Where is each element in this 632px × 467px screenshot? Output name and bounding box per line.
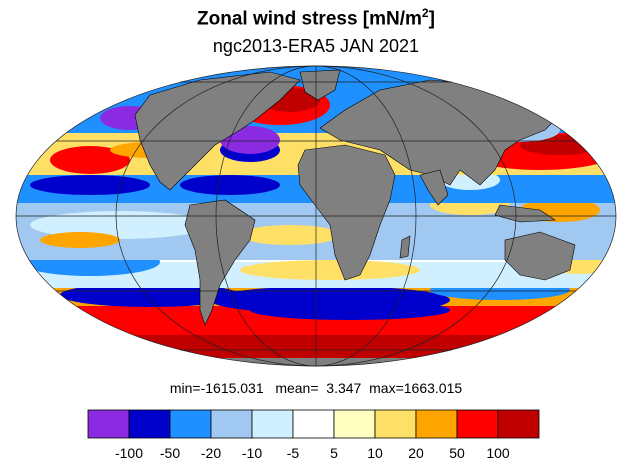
colorbar-boxes bbox=[87, 409, 540, 439]
max-value: 1663.015 bbox=[403, 380, 463, 396]
graticule bbox=[15, 65, 617, 367]
greenland-land bbox=[299, 69, 341, 101]
colorbar-label: 20 bbox=[408, 445, 424, 461]
colorbar-box bbox=[497, 409, 540, 439]
colorbar-box bbox=[292, 409, 335, 439]
colorbar-box bbox=[87, 409, 130, 439]
colorbar-label: -100 bbox=[115, 445, 143, 461]
india-land bbox=[419, 169, 449, 206]
colorbar-label: -5 bbox=[287, 445, 300, 461]
colorbar-label: 5 bbox=[330, 445, 338, 461]
colorbar-box bbox=[128, 409, 171, 439]
indonesia-land bbox=[494, 204, 556, 223]
mean-value: 3.347 bbox=[326, 380, 362, 396]
min-value: -1615.031 bbox=[200, 380, 264, 396]
colorbar-labels: -100 -50 -20 -10 -5 5 10 20 50 100 bbox=[115, 445, 510, 461]
colorbar-label: -50 bbox=[160, 445, 180, 461]
statistics-line: min=-1615.031 mean= 3.347 max=1663.015 bbox=[169, 380, 463, 396]
colorbar-box bbox=[251, 409, 294, 439]
colorbar-box bbox=[415, 409, 458, 439]
north-america-land bbox=[134, 71, 301, 191]
africa-land bbox=[297, 144, 396, 281]
colorbar-box bbox=[333, 409, 376, 439]
australia-land bbox=[504, 231, 576, 281]
colorbar-label: -10 bbox=[242, 445, 262, 461]
map-subtitle: ngc2013-ERA5 JAN 2021 bbox=[212, 36, 420, 56]
colorbar-label: 50 bbox=[449, 445, 465, 461]
colorbar-box bbox=[374, 409, 417, 439]
colorbar-box bbox=[210, 409, 253, 439]
madagascar-land bbox=[399, 235, 411, 259]
south-america-land bbox=[184, 199, 256, 326]
colorbar-label: 10 bbox=[367, 445, 383, 461]
colorbar-label: 100 bbox=[486, 445, 510, 461]
colorbar-box bbox=[169, 409, 212, 439]
colorbar-box bbox=[456, 409, 499, 439]
colorbar-label: -20 bbox=[201, 445, 221, 461]
map-title: Zonal wind stress [mN/m2] bbox=[197, 6, 435, 30]
